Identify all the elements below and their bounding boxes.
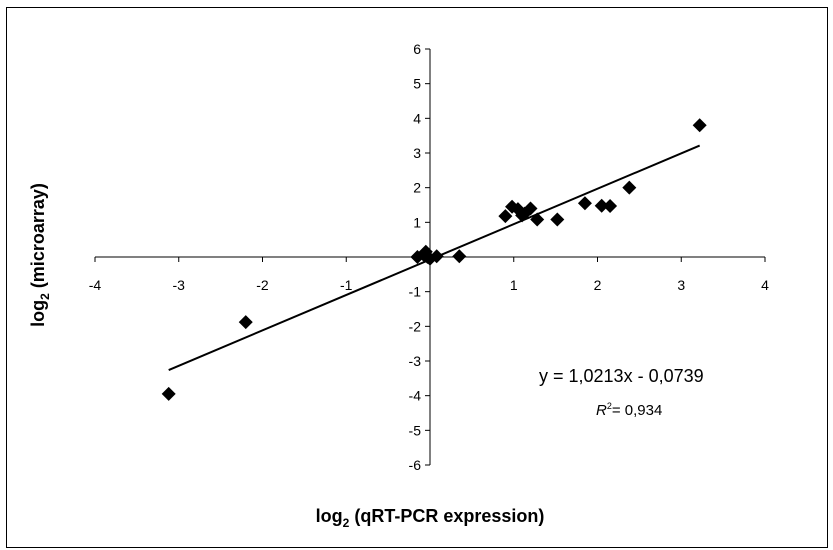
y-axis-title-subscript: 2 — [38, 293, 52, 300]
r-squared-label: R2= 0,934 — [596, 401, 662, 419]
data-point — [429, 249, 444, 264]
y-tick-label: 2 — [413, 180, 421, 196]
data-point — [577, 196, 592, 211]
y-tick-label: -2 — [409, 318, 422, 334]
y-tick-label: 6 — [413, 41, 421, 57]
data-point — [452, 249, 467, 264]
x-tick-label: -1 — [340, 277, 353, 293]
x-tick-label: 4 — [761, 277, 769, 293]
y-tick-label: -5 — [409, 422, 422, 438]
y-tick-label: 3 — [413, 145, 421, 161]
data-point — [594, 198, 609, 213]
y-axis-title-rest: (microarray) — [28, 183, 48, 293]
r-squared-symbol: R — [596, 402, 607, 419]
r-squared-value: = 0,934 — [612, 402, 662, 419]
chart-frame — [6, 7, 828, 548]
y-tick-label: -1 — [409, 284, 422, 300]
data-point — [161, 386, 176, 401]
y-axis-title: log2 (microarray) — [28, 183, 52, 327]
x-tick-label: 2 — [594, 277, 602, 293]
y-tick-label: 4 — [413, 110, 421, 126]
data-point — [498, 209, 513, 224]
y-tick-label: -6 — [409, 457, 422, 473]
data-points — [161, 118, 707, 401]
x-tick-label: -2 — [256, 277, 269, 293]
y-tick-label: -3 — [409, 353, 422, 369]
y-tick-label: 5 — [413, 76, 421, 92]
x-tick-label: 1 — [510, 277, 518, 293]
y-tick-label: 1 — [413, 214, 421, 230]
axes: -4 -3 -2 -1 1 2 3 4 -6 -5 -4 -3 -2 -1 1 2 3 4 5 6 — [89, 41, 769, 473]
y-axis-title-main: log — [28, 300, 48, 327]
trendline-equation: y = 1,0213x - 0,0739 — [539, 366, 704, 386]
data-point — [238, 315, 253, 330]
x-axis-title-subscript: 2 — [343, 516, 350, 530]
data-point — [603, 199, 618, 214]
x-tick-label: -3 — [173, 277, 186, 293]
x-axis-title-rest: (qRT-PCR expression) — [349, 506, 544, 526]
data-point — [692, 118, 707, 133]
x-tick-label: -4 — [89, 277, 102, 293]
x-tick-label: 3 — [677, 277, 685, 293]
data-point — [550, 212, 565, 227]
r-squared-superscript: 2 — [607, 401, 612, 411]
data-point — [530, 212, 545, 227]
x-axis-title: log2 (qRT-PCR expression) — [316, 506, 545, 530]
x-axis-title-main: log — [316, 506, 343, 526]
data-point — [622, 180, 637, 195]
y-tick-label: -4 — [409, 388, 422, 404]
data-point — [523, 201, 538, 216]
